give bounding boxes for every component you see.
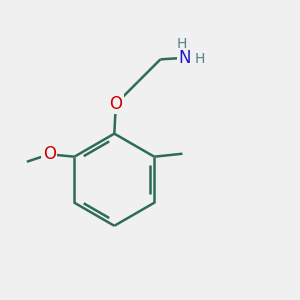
Text: N: N — [178, 49, 190, 67]
Text: H: H — [194, 52, 205, 66]
Text: O: O — [109, 95, 122, 113]
Text: H: H — [177, 37, 187, 51]
Text: O: O — [43, 145, 56, 163]
